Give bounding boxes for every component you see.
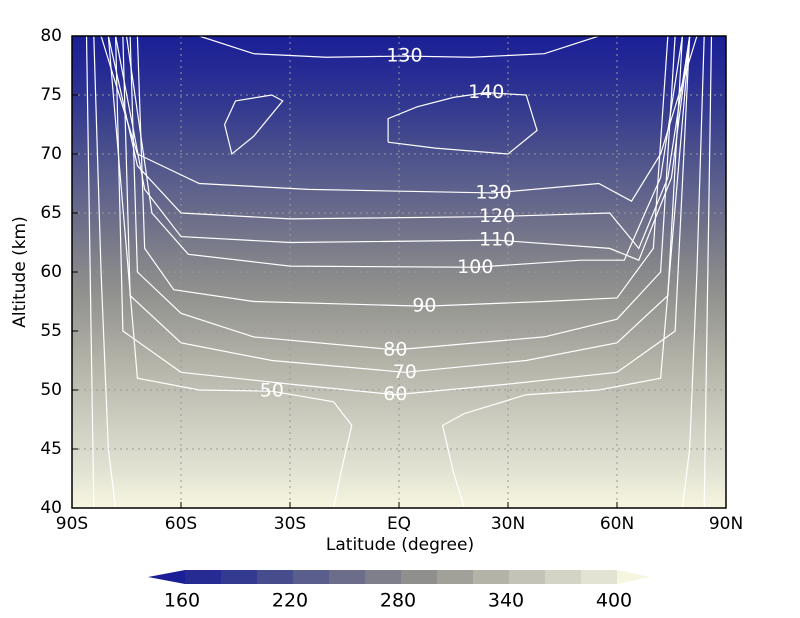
colorbar-tick-label: 220: [272, 590, 308, 612]
contour-line: [122, 36, 683, 373]
contour-label: 50: [260, 380, 284, 402]
x-axis-label: Latitude (degree): [326, 535, 474, 555]
colorbar-box: [257, 570, 293, 584]
contour-label: 60: [383, 383, 407, 405]
x-tick-label: 90N: [709, 514, 743, 534]
colorbar-tick-label: 340: [488, 590, 524, 612]
colorbar-box: [365, 570, 401, 584]
contour-label: 130: [386, 45, 422, 67]
contour-line: [703, 36, 713, 508]
contour-label: 90: [412, 295, 436, 317]
colorbar-box: [509, 570, 545, 584]
x-tick-label: 30S: [274, 514, 306, 534]
x-tick-label: 60N: [600, 514, 634, 534]
y-tick-label: 60: [40, 262, 62, 282]
colorbar-tick-label: 160: [164, 590, 200, 612]
colorbar-tick-label: 400: [596, 590, 632, 612]
x-tick-label: 60S: [165, 514, 197, 534]
colorbar-box: [437, 570, 473, 584]
contour-label: 140: [468, 81, 504, 103]
contour-line: [100, 36, 698, 202]
colorbar-box: [401, 570, 437, 584]
contour-line: [125, 36, 683, 268]
x-tick-label: 90S: [56, 514, 88, 534]
contour-line: [224, 94, 284, 156]
contour-line: [85, 36, 95, 508]
colorbar-box: [329, 570, 365, 584]
contour-line: [115, 36, 691, 261]
contour-label: 110: [479, 229, 515, 251]
y-axis-label: Altitude (km): [10, 216, 30, 328]
y-tick-label: 40: [40, 498, 62, 518]
y-tick-label: 75: [40, 85, 62, 105]
contour-line: [115, 36, 691, 396]
colorbar-tick-label: 280: [380, 590, 416, 612]
colorbar-box: [293, 570, 329, 584]
contour-line: [387, 92, 538, 155]
colorbar-box: [221, 570, 257, 584]
contour-label: 100: [457, 256, 493, 278]
contour-label: 120: [479, 205, 515, 227]
contour-line: [107, 36, 353, 508]
contour-line: [198, 36, 600, 58]
y-tick-label: 45: [40, 439, 62, 459]
contour-line: [681, 36, 705, 508]
contour-label: 80: [383, 338, 407, 360]
contour-line: [93, 36, 117, 508]
x-tick-label: 30N: [491, 514, 525, 534]
colorbar-box: [185, 570, 221, 584]
x-tick-label: EQ: [387, 514, 411, 534]
y-tick-label: 70: [40, 144, 62, 164]
contour-line: [107, 36, 691, 250]
contour-line: [136, 36, 669, 307]
colorbar-box: [545, 570, 581, 584]
colorbar-box: [473, 570, 509, 584]
y-tick-label: 55: [40, 321, 62, 341]
y-tick-label: 80: [40, 26, 62, 46]
colorbar-extend: [617, 570, 650, 584]
y-tick-label: 65: [40, 203, 62, 223]
contour-label: 70: [393, 361, 417, 383]
contour-line: [441, 36, 691, 508]
contour-label: 130: [475, 181, 511, 203]
colorbar-extend: [148, 570, 185, 584]
contour-line: [129, 36, 676, 351]
colorbar-box: [581, 570, 617, 584]
y-tick-label: 50: [40, 380, 62, 400]
